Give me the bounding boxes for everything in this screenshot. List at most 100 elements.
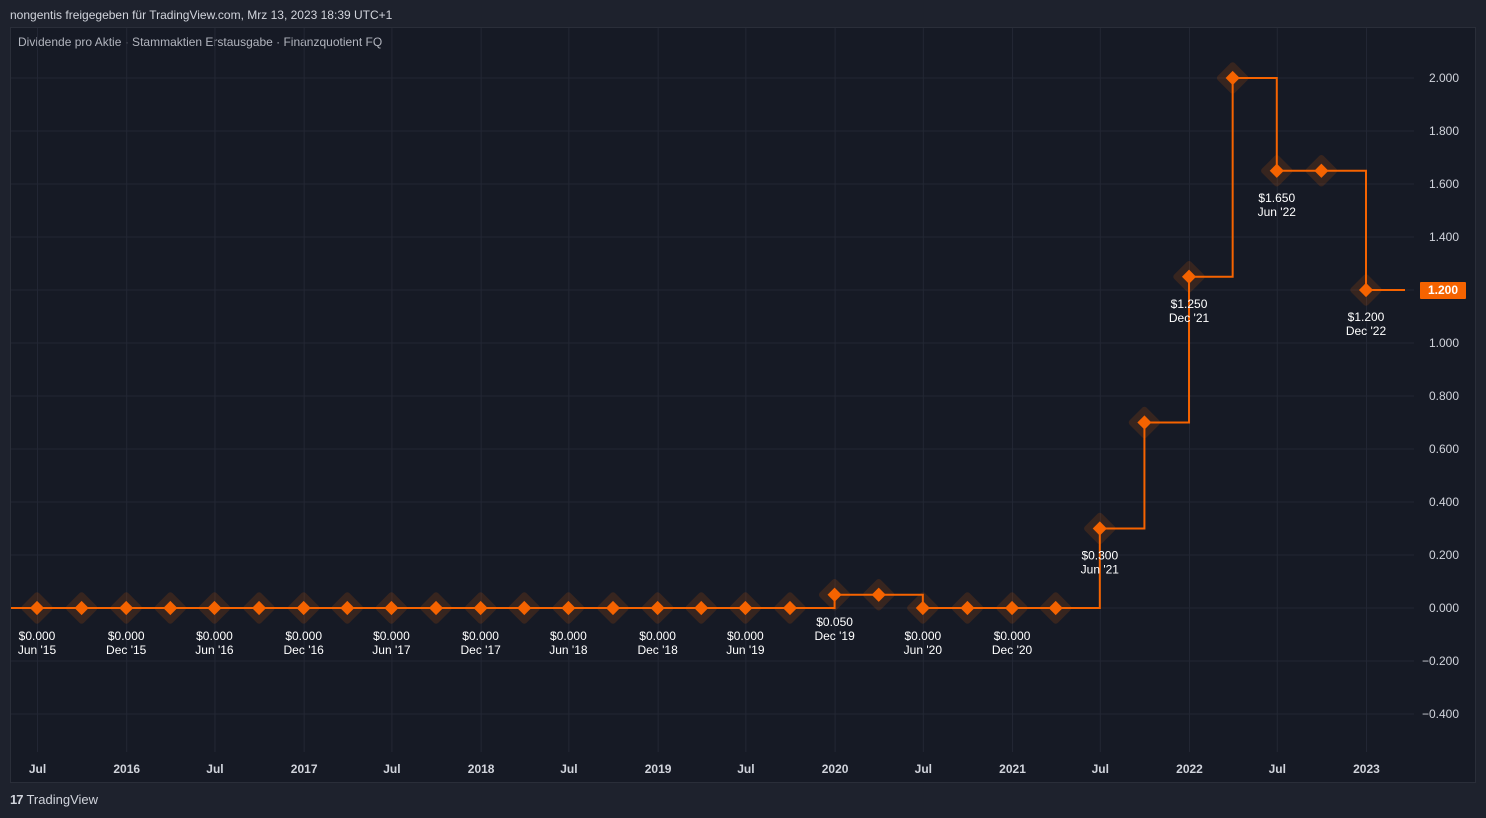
last-value-badge-text: 1.200 (1428, 283, 1458, 297)
x-tick-label: Jul (383, 762, 400, 776)
data-label-value: $0.000 (639, 629, 676, 643)
data-point (517, 600, 532, 616)
y-tick-label: 0.400 (1429, 495, 1459, 509)
data-label-value: $0.000 (462, 629, 499, 643)
data-point (251, 600, 267, 616)
y-tick-label: −0.400 (1422, 707, 1459, 721)
data-label-period: Jun '20 (904, 643, 943, 657)
y-axis: 2.000 1.800 1.600 1.400 1.200 1.000 0.800 0.600… (1422, 71, 1459, 721)
data-label-value: $0.000 (727, 629, 764, 643)
x-tick-label: Jul (1269, 762, 1286, 776)
footer-brand: TradingView (26, 792, 99, 807)
x-tick-label: 2022 (1176, 762, 1203, 776)
data-label-value: $1.250 (1171, 297, 1208, 311)
data-label-period: Dec '15 (106, 643, 147, 657)
y-tick-label: 0.200 (1429, 548, 1459, 562)
data-point (340, 600, 355, 616)
y-tick-label: 0.000 (1429, 601, 1459, 615)
data-point (29, 600, 45, 616)
data-label-value: $0.000 (285, 629, 322, 643)
data-point (1269, 163, 1284, 178)
data-point (428, 600, 444, 616)
data-point (1004, 600, 1020, 616)
data-point (871, 587, 886, 602)
x-tick-label: Jul (915, 762, 932, 776)
data-label-value: $0.000 (108, 629, 145, 643)
chart-subtitle: Dividende pro Aktie · Stammaktien Erstau… (18, 35, 383, 49)
y-tick-label: 0.800 (1429, 389, 1459, 403)
data-label-period: Jun '15 (18, 643, 57, 657)
y-tick-label: 1.000 (1429, 336, 1459, 350)
data-label-value: $1.650 (1258, 191, 1295, 205)
data-point (384, 600, 399, 616)
data-point (74, 600, 89, 616)
data-label-period: Jun '16 (195, 643, 234, 657)
data-point (960, 600, 975, 616)
data-point (738, 600, 753, 616)
data-label-period: Dec '22 (1346, 324, 1387, 338)
data-label-period: Dec '16 (284, 643, 325, 657)
data-label-value: $0.300 (1081, 549, 1118, 563)
y-tick-label: 0.600 (1429, 442, 1459, 456)
data-label-value: $0.050 (816, 615, 853, 629)
x-tick-label: 2018 (468, 762, 495, 776)
last-value-badge: 1.200 (1420, 282, 1466, 299)
data-label-period: Dec '20 (992, 643, 1033, 657)
data-point (296, 600, 311, 616)
data-point (1225, 70, 1240, 86)
data-point (1358, 282, 1374, 298)
tradingview-logo-icon: 17 (10, 792, 24, 807)
data-point (782, 600, 798, 616)
x-tick-label: Jul (737, 762, 754, 776)
dividend-series (11, 62, 1405, 624)
y-tick-label: −0.200 (1422, 654, 1459, 668)
data-label-value: $0.000 (196, 629, 233, 643)
data-point (163, 600, 178, 616)
y-tick-label: 1.800 (1429, 124, 1459, 138)
y-tick-label: 2.000 (1429, 71, 1459, 85)
x-tick-label: Jul (29, 762, 46, 776)
x-tick-label: 2019 (645, 762, 672, 776)
x-tick-label: 2021 (999, 762, 1026, 776)
data-label-period: Jun '18 (549, 643, 588, 657)
y-tick-label: 1.600 (1429, 177, 1459, 191)
grid (11, 28, 1414, 752)
x-tick-label: Jul (560, 762, 577, 776)
last-value-badge-bg (1420, 282, 1466, 299)
x-axis: Jul 2016 Jul 2017 Jul 2018 Jul 2019 Jul 2020 Jul 20… (29, 762, 1380, 776)
data-point (1092, 521, 1107, 536)
data-point (1181, 269, 1197, 284)
data-label-period: Jun '19 (726, 643, 765, 657)
data-point (473, 600, 488, 616)
data-point (207, 600, 222, 616)
data-point (605, 600, 621, 616)
data-label-value: $1.200 (1348, 310, 1385, 324)
data-label-period: Jun '17 (372, 643, 411, 657)
data-label-value: $0.000 (550, 629, 587, 643)
x-tick-label: 2023 (1353, 762, 1380, 776)
data-label-period: Dec '21 (1169, 311, 1210, 325)
data-point (694, 600, 709, 616)
data-point (915, 600, 930, 616)
x-tick-label: 2020 (822, 762, 849, 776)
share-header: nongentis freigegeben für TradingView.co… (10, 8, 393, 22)
data-point (1048, 600, 1063, 616)
data-point (1314, 163, 1329, 178)
data-label-period: Jun '22 (1258, 205, 1297, 219)
data-label-period: Dec '19 (814, 629, 855, 643)
data-label-period: Jun '21 (1081, 563, 1120, 577)
data-point (119, 600, 134, 616)
x-tick-label: Jul (1092, 762, 1109, 776)
footer[interactable]: 17 TradingView (10, 792, 98, 807)
data-label-value: $0.000 (904, 629, 941, 643)
data-point (561, 600, 576, 616)
data-label-period: Dec '17 (460, 643, 501, 657)
data-label-value: $0.000 (373, 629, 410, 643)
x-tick-label: 2017 (291, 762, 318, 776)
data-point (1137, 415, 1152, 430)
y-tick-label: 1.400 (1429, 230, 1459, 244)
data-label-value: $0.000 (994, 629, 1031, 643)
x-tick-label: Jul (206, 762, 223, 776)
